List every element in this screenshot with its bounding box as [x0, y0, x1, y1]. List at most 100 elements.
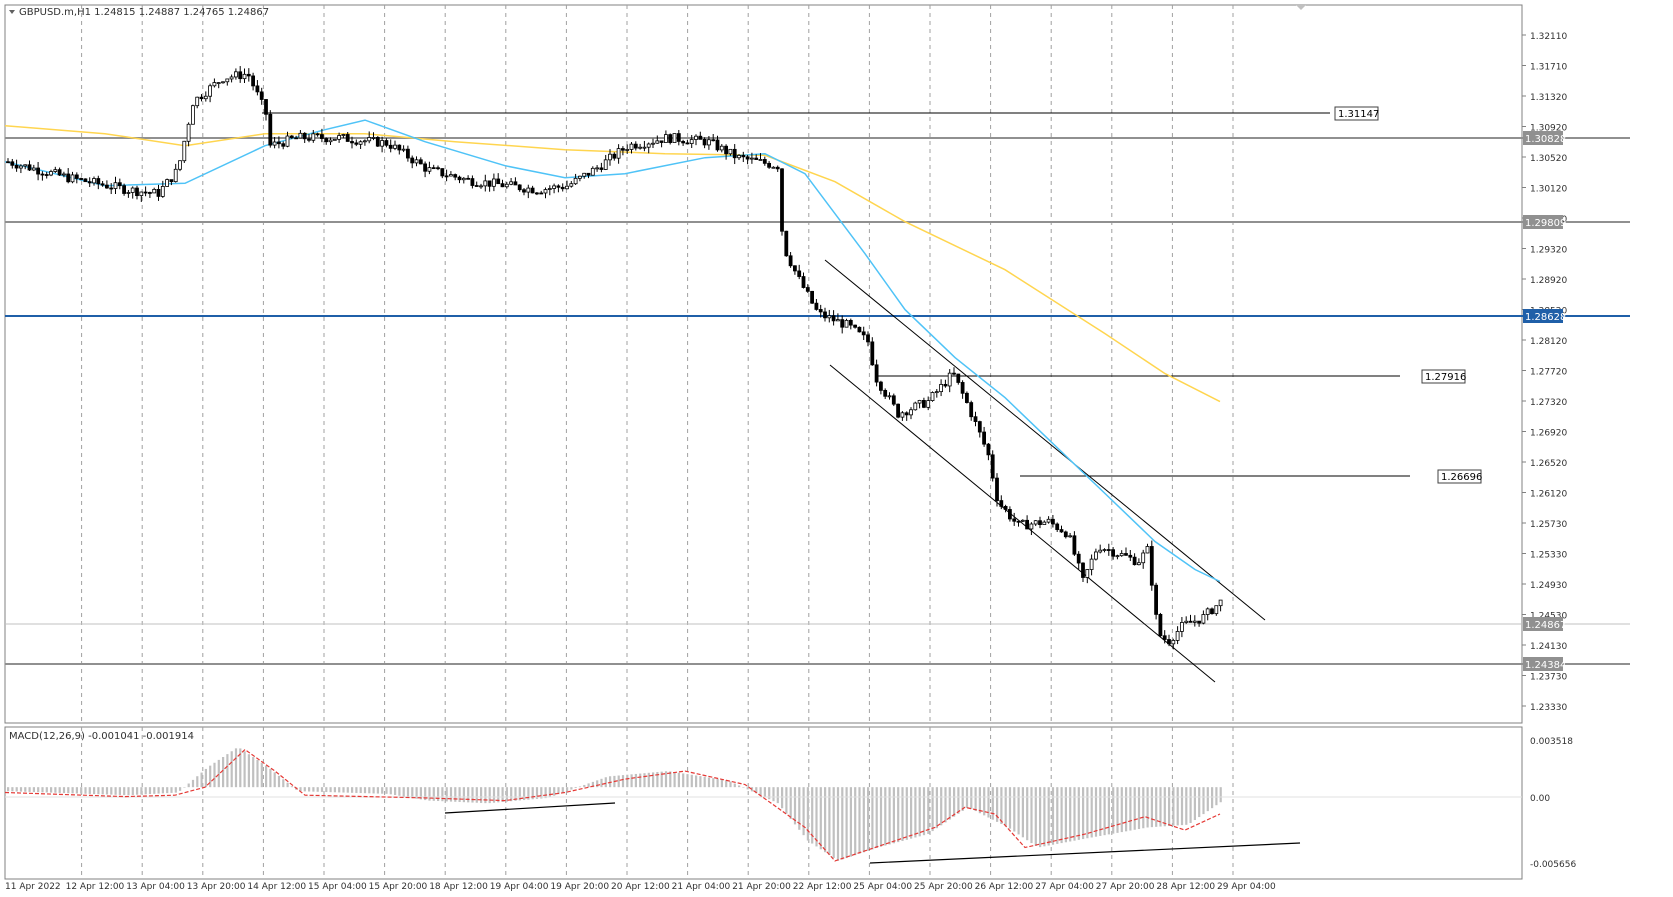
macd-hist-bar: [583, 784, 586, 788]
candle-body: [1132, 556, 1137, 566]
time-label: 20 Apr 12:00: [611, 882, 670, 892]
macd-hist-bar: [127, 787, 130, 796]
axis-tag-current-price: [1523, 617, 1563, 631]
candle-body: [977, 421, 982, 433]
macd-hist-bar: [1103, 787, 1106, 836]
candle-body: [371, 137, 376, 139]
macd-trendline-2[interactable]: [869, 842, 1301, 864]
callout-127916[interactable]: [1421, 369, 1466, 384]
candle-body: [960, 382, 965, 394]
macd-hist-bar: [359, 787, 362, 794]
price-label: 1.30120: [1530, 185, 1567, 195]
time-label: 12 Apr 12:00: [66, 882, 125, 892]
candle-body: [487, 180, 492, 187]
axis-tag-124384: [1523, 657, 1563, 671]
candle-body: [238, 71, 243, 80]
macd-axis[interactable]: 0.003518 0.00 -0.005656: [1530, 737, 1576, 870]
macd-hist-bar: [243, 751, 246, 788]
macd-plot-area[interactable]: [4, 726, 1523, 880]
callout-126696[interactable]: [1437, 469, 1482, 484]
macd-hist-bar: [1193, 787, 1196, 821]
candle-body: [879, 381, 883, 391]
candle-body: [943, 383, 948, 387]
candle-body: [173, 168, 178, 183]
macd-hist-bar: [1051, 787, 1055, 845]
macd-hist-bar: [1146, 787, 1149, 828]
candle-body: [1038, 520, 1042, 525]
macd-hist-bar: [772, 787, 775, 802]
macd-hist-bar: [342, 787, 345, 793]
price-axis[interactable]: 1.32110 1.31710 1.31320 1.30920 1.30520 1.301…: [1522, 32, 1567, 713]
candle-body: [130, 187, 135, 193]
macd-hist-bar: [88, 787, 91, 794]
candle-body: [1046, 518, 1051, 523]
macd-title: MACD(12,26,9) -0.001041 -0.001914: [9, 731, 194, 742]
macd-hist-bar: [858, 787, 861, 854]
channel-lower-line[interactable]: [829, 364, 1216, 683]
symbol-header: GBPUSD.m,H1 1.24815 1.24887 1.24765 1.24…: [19, 7, 269, 18]
macd-hist-bar: [978, 787, 981, 814]
macd-hist-bar: [677, 772, 680, 788]
candle-body: [823, 311, 827, 319]
dropdown-arrow-icon[interactable]: [9, 10, 15, 14]
candle-body: [246, 73, 251, 77]
macd-hist-bar: [634, 773, 637, 788]
channel-upper-line[interactable]: [824, 259, 1266, 621]
macd-hist-bar: [656, 772, 659, 788]
macd-hist-bar: [1073, 787, 1076, 841]
ma-slow-line: [4, 124, 1221, 403]
macd-hist-bar: [415, 787, 418, 799]
macd-hist-bar: [1077, 787, 1080, 840]
candle-body: [152, 188, 157, 194]
macd-hist-bar: [1086, 787, 1089, 839]
price-label: 1.25730: [1530, 520, 1567, 530]
candle-body: [556, 185, 561, 188]
candle-body: [358, 141, 363, 145]
candle-body: [126, 192, 131, 194]
price-plot-area[interactable]: [4, 4, 1523, 724]
callout-131147[interactable]: [1334, 106, 1379, 121]
candle-body: [14, 164, 19, 169]
macd-trendline-1[interactable]: [444, 802, 616, 814]
macd-hist-bar: [768, 787, 771, 800]
macd-hist-bar: [991, 787, 994, 820]
axis-tag-124384-text: 1.24384: [1525, 660, 1566, 671]
time-axis[interactable]: 11 Apr 2022 12 Apr 12:00 13 Apr 04:00 13 Ap…: [5, 882, 1276, 892]
macd-hist-bar: [11, 787, 14, 792]
candle-body: [522, 189, 526, 193]
descending-channel[interactable]: [824, 259, 1266, 683]
macd-hist-bar: [41, 787, 44, 793]
candle-body: [793, 265, 797, 272]
candle-body: [750, 157, 754, 160]
candle-body: [737, 155, 741, 159]
macd-hist-bar: [596, 780, 599, 788]
chart-shift-icon[interactable]: [1296, 5, 1306, 10]
candle-body: [384, 140, 389, 146]
macd-hist-bar: [265, 765, 268, 788]
macd-hist-bar: [965, 787, 969, 809]
candle-body: [565, 185, 569, 190]
candle-body: [31, 167, 36, 171]
macd-hist-bar: [1090, 787, 1093, 838]
macd-hist-bar: [836, 787, 840, 861]
macd-hist-bar: [428, 787, 431, 801]
candle-body: [956, 373, 961, 383]
macd-hist-bar: [621, 775, 625, 788]
axis-tag-129809-text: 1.29809: [1525, 218, 1566, 229]
candle-body: [857, 326, 862, 333]
macd-hist-bar: [600, 778, 603, 788]
candle-body: [745, 156, 750, 160]
macd-hist-bar: [759, 787, 762, 796]
macd-hist-bar: [299, 787, 302, 792]
macd-hist-bar: [153, 787, 156, 794]
macd-hist-bar: [987, 787, 990, 818]
candle-body: [861, 331, 866, 336]
macd-hist-bar: [639, 773, 642, 788]
candle-body: [281, 143, 286, 147]
candle-body: [229, 76, 234, 80]
candle-body: [23, 164, 28, 167]
candle-body: [504, 183, 509, 188]
macd-hist-bar: [209, 765, 212, 788]
macd-hist-bar: [363, 787, 367, 794]
